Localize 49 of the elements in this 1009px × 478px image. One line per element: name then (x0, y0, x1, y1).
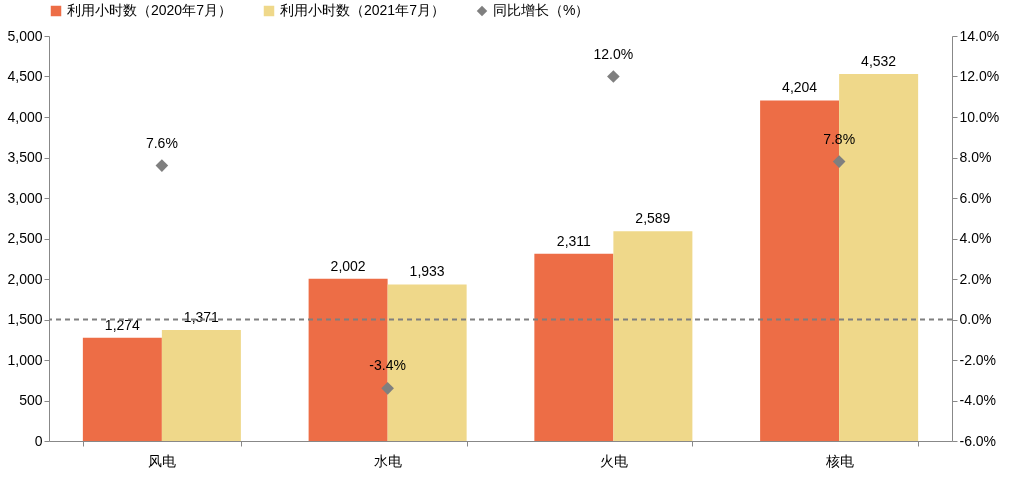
legend-label: 同比增长（%） (493, 2, 590, 18)
point (155, 159, 169, 172)
point (381, 382, 394, 395)
legend-label: 利用小时数（2020年7月） (67, 2, 232, 18)
data-label: 4,532 (861, 52, 897, 69)
y2-tick-label: 10.0% (959, 108, 1000, 125)
y-tick-label: 1,000 (7, 351, 43, 368)
data-label: 1,933 (409, 263, 445, 280)
point (832, 155, 846, 168)
bar (534, 253, 614, 441)
y2-tick-label: -6.0% (959, 432, 997, 449)
bar (161, 329, 241, 441)
y-tick-label: 4,000 (7, 108, 43, 125)
x-tick-label: 核电 (824, 452, 854, 469)
data-label: 7.6% (145, 134, 178, 151)
bar (82, 337, 162, 441)
data-label: 7.8% (823, 130, 856, 147)
y2-tick-label: 4.0% (959, 230, 992, 246)
data-label: 2,311 (556, 232, 592, 249)
y-tick-label: 3,000 (7, 189, 43, 206)
data-label: 2,002 (330, 257, 366, 274)
data-label: 12.0% (593, 45, 634, 62)
y2-tick-label: 12.0% (959, 68, 1000, 84)
data-label: 1,274 (104, 316, 141, 333)
y2-tick-label: 6.0% (959, 189, 992, 206)
y-tick-label: 500 (19, 392, 43, 408)
y2-tick-label: -4.0% (959, 392, 997, 408)
y2-tick-label: 2.0% (959, 270, 992, 287)
y-tick-label: 3,500 (7, 149, 43, 165)
point (607, 70, 620, 83)
y2-tick-label: -2.0% (959, 351, 997, 368)
y-tick-label: 5,000 (7, 27, 43, 44)
y-tick-label: 0 (34, 432, 43, 449)
x-tick-label: 水电 (374, 452, 403, 469)
y2-tick-label: 14.0% (959, 27, 1000, 44)
y-tick-label: 2,000 (7, 270, 43, 287)
data-label: -3.4% (369, 357, 406, 374)
x-tick-label: 风电 (148, 452, 177, 469)
data-label: 4,204 (782, 79, 818, 96)
y2-tick-label: 0.0% (959, 311, 992, 327)
bar (613, 231, 693, 441)
data-label: 1,371 (183, 308, 220, 325)
y-tick-label: 4,500 (7, 68, 43, 84)
data-label: 2,589 (635, 210, 671, 227)
legend-label: 利用小时数（2021年7月） (280, 2, 445, 18)
y-tick-label: 1,500 (7, 311, 43, 327)
x-tick-label: 火电 (599, 452, 628, 469)
y2-tick-label: 8.0% (959, 149, 992, 165)
y-tick-label: 2,500 (7, 230, 43, 246)
